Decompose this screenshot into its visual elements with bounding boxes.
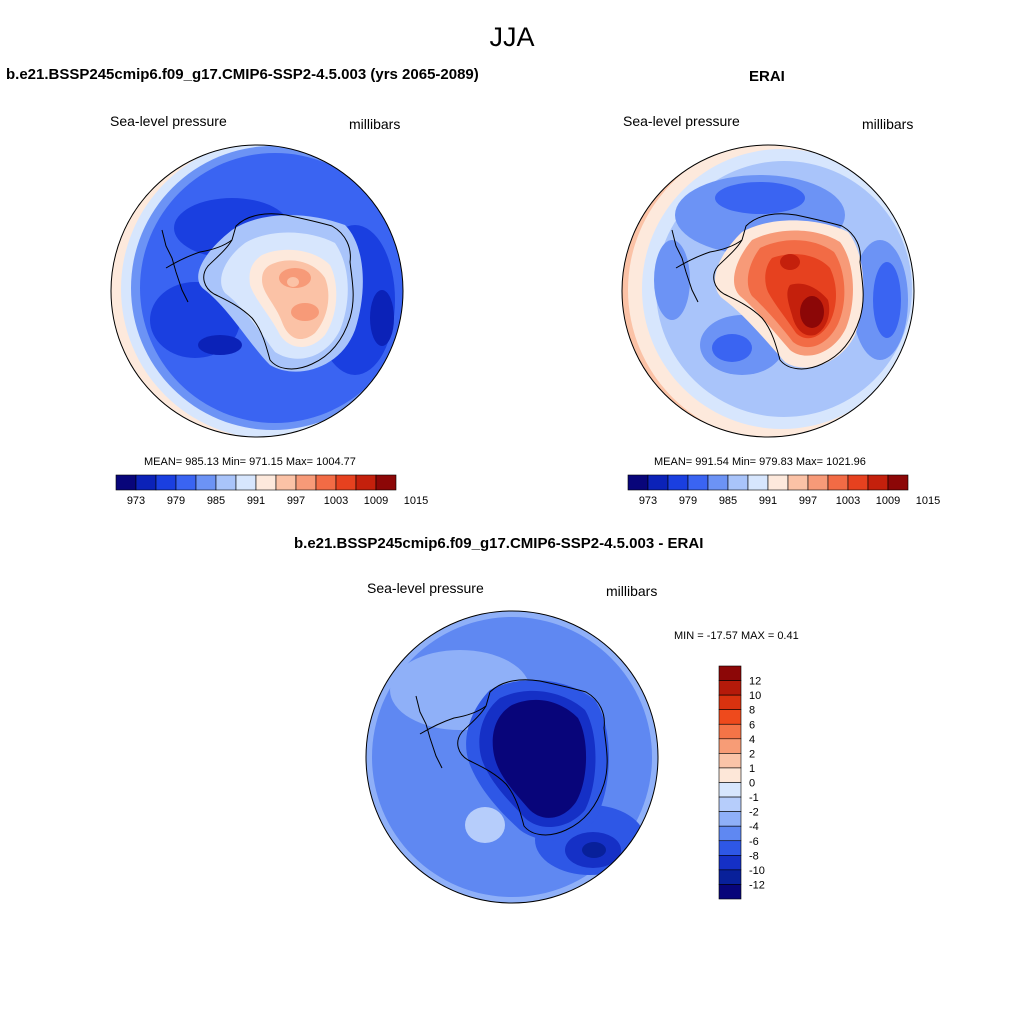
colorbar-tick-label: 6 bbox=[749, 719, 755, 731]
colorbar-swatch bbox=[747, 474, 769, 491]
colorbar-swatch bbox=[718, 753, 742, 769]
colorbar-swatch bbox=[375, 474, 397, 491]
panel-3-variable-label: Sea-level pressure bbox=[367, 580, 484, 596]
colorbar-swatch bbox=[718, 665, 742, 681]
erai-slp-polar-map bbox=[621, 144, 915, 438]
colorbar-swatch bbox=[718, 738, 742, 754]
colorbar-swatch bbox=[827, 474, 849, 491]
colorbar-swatch bbox=[175, 474, 197, 491]
colorbar-tick-label: 1003 bbox=[324, 495, 348, 507]
colorbar-swatch bbox=[718, 884, 742, 900]
colorbar-swatch bbox=[235, 474, 257, 491]
colorbar-swatch bbox=[718, 869, 742, 885]
colorbar-swatch bbox=[707, 474, 729, 491]
colorbar-tick-label: 985 bbox=[207, 495, 225, 507]
colorbar-tick-label: 985 bbox=[719, 495, 737, 507]
colorbar-swatch bbox=[847, 474, 869, 491]
colorbar-tick-label: 979 bbox=[679, 495, 697, 507]
colorbar-swatch bbox=[718, 811, 742, 827]
colorbar-tick-label: 973 bbox=[639, 495, 657, 507]
colorbar-tick-label: 997 bbox=[799, 495, 817, 507]
colorbar-swatch bbox=[718, 680, 742, 696]
colorbar-tick-label: -2 bbox=[749, 807, 759, 819]
colorbar-swatch bbox=[718, 796, 742, 812]
colorbar-swatch bbox=[887, 474, 909, 491]
colorbar-tick-label: 1 bbox=[749, 763, 755, 775]
page-title: JJA bbox=[489, 22, 535, 52]
colorbar-tick-label: -4 bbox=[749, 821, 759, 833]
colorbar-tick-label: 1009 bbox=[876, 495, 900, 507]
colorbar-swatch bbox=[718, 767, 742, 783]
colorbar-swatch bbox=[295, 474, 317, 491]
colorbar-tick-label: 991 bbox=[759, 495, 777, 507]
colorbar-tick-label: 1015 bbox=[404, 495, 428, 507]
colorbar-tick-label: -8 bbox=[749, 850, 759, 862]
colorbar-swatch bbox=[867, 474, 889, 491]
colorbar-swatch bbox=[627, 474, 649, 491]
colorbar-swatch bbox=[275, 474, 297, 491]
colorbar-tick-label: 991 bbox=[247, 495, 265, 507]
colorbar-swatch bbox=[727, 474, 749, 491]
panel-2-stats: MEAN= 991.54 Min= 979.83 Max= 1021.96 bbox=[654, 456, 866, 468]
colorbar-tick-label: -10 bbox=[749, 865, 765, 877]
colorbar-swatch bbox=[115, 474, 137, 491]
colorbar-tick-label: 1009 bbox=[364, 495, 388, 507]
panel-1-stats: MEAN= 985.13 Min= 971.15 Max= 1004.77 bbox=[144, 456, 356, 468]
colorbar-swatch bbox=[718, 723, 742, 740]
difference-slp-polar-map bbox=[365, 610, 659, 904]
colorbar-tick-label: 997 bbox=[287, 495, 305, 507]
colorbar-swatch bbox=[767, 474, 789, 491]
colorbar-swatch bbox=[718, 840, 742, 856]
panel-3-title: b.e21.BSSP245cmip6.f09_g17.CMIP6-SSP2-4.… bbox=[294, 535, 704, 552]
colorbar-tick-label: -12 bbox=[749, 879, 765, 891]
panel-2-title: ERAI bbox=[749, 68, 785, 85]
colorbar-tick-label: -1 bbox=[749, 792, 759, 804]
colorbar-tick-label: 4 bbox=[749, 734, 755, 746]
colorbar-swatch bbox=[807, 474, 829, 491]
colorbar-swatch bbox=[787, 474, 809, 491]
colorbar-swatch bbox=[255, 474, 277, 491]
colorbar-tick-label: 1015 bbox=[916, 495, 940, 507]
panel-3-stats: MIN = -17.57 MAX = 0.41 bbox=[674, 630, 799, 642]
colorbar-tick-label: 1003 bbox=[836, 495, 860, 507]
colorbar-tick-label: 973 bbox=[127, 495, 145, 507]
colorbar-swatch bbox=[667, 474, 689, 491]
model-slp-polar-map bbox=[110, 144, 404, 438]
panel-2-variable-label: Sea-level pressure bbox=[623, 113, 740, 129]
colorbar-swatch bbox=[315, 474, 337, 491]
colorbar-tick-label: -6 bbox=[749, 836, 759, 848]
colorbar-swatch bbox=[135, 474, 157, 491]
panel-1-variable-label: Sea-level pressure bbox=[110, 113, 227, 129]
panel-2-units-label: millibars bbox=[862, 116, 914, 132]
colorbar-swatch bbox=[718, 825, 742, 842]
model-slp-colorbar: 973 979 985 991 997 1003 1009 1015 bbox=[115, 474, 428, 507]
colorbar-swatch bbox=[718, 694, 742, 710]
colorbar-swatch bbox=[647, 474, 669, 491]
colorbar-swatch bbox=[155, 474, 177, 491]
colorbar-tick-label: 8 bbox=[749, 705, 755, 717]
colorbar-tick-label: 2 bbox=[749, 748, 755, 760]
panel-3-units-label: millibars bbox=[606, 583, 658, 599]
colorbar-swatch bbox=[215, 474, 237, 491]
colorbar-swatch bbox=[718, 855, 742, 871]
colorbar-tick-label: 979 bbox=[167, 495, 185, 507]
colorbar-swatch bbox=[355, 474, 377, 491]
colorbar-tick-label: 0 bbox=[749, 778, 755, 790]
colorbar-swatch bbox=[718, 709, 742, 725]
colorbar-swatch bbox=[195, 474, 217, 491]
colorbar-swatch bbox=[718, 782, 742, 798]
colorbar-tick-label: 10 bbox=[749, 690, 761, 702]
colorbar-swatch bbox=[687, 474, 709, 491]
panel-1-units-label: millibars bbox=[349, 116, 401, 132]
colorbar-swatch bbox=[335, 474, 357, 491]
colorbar-tick-label: 12 bbox=[749, 676, 761, 688]
erai-slp-colorbar: 973 979 985 991 997 1003 1009 1015 bbox=[627, 474, 940, 507]
panel-1-title: b.e21.BSSP245cmip6.f09_g17.CMIP6-SSP2-4.… bbox=[6, 66, 479, 83]
